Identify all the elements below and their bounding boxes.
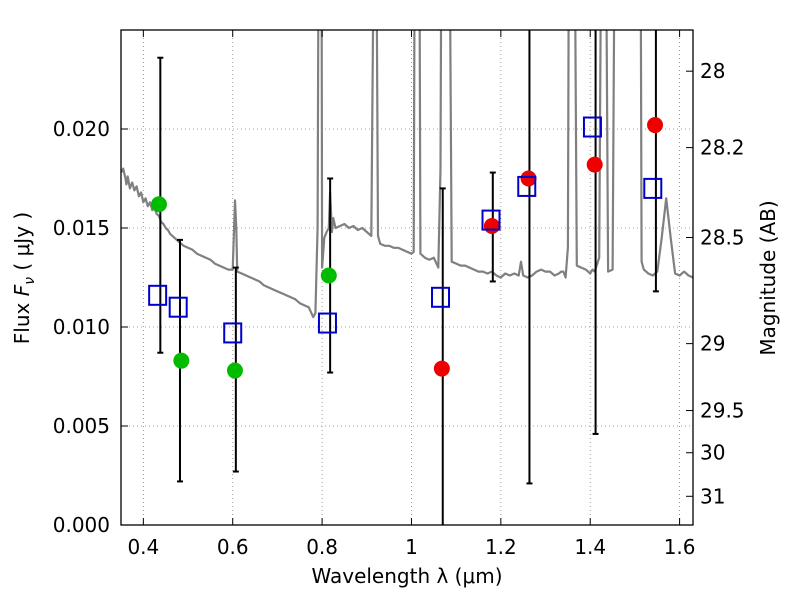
x-tick-label: 1.2 bbox=[485, 535, 517, 559]
red-data-point bbox=[586, 156, 603, 173]
model-photometry-square bbox=[582, 116, 602, 138]
x-tick-label: 0.6 bbox=[217, 535, 249, 559]
y2-tick-label: 29 bbox=[700, 332, 725, 356]
green-data-point bbox=[320, 267, 337, 284]
plot-frame bbox=[120, 29, 694, 526]
red-data-point bbox=[483, 218, 500, 235]
x-tick-label: 1.4 bbox=[574, 535, 606, 559]
y-tick-label: 0.010 bbox=[53, 315, 110, 339]
axis-ticks: 0.4 0.6 0.8 1 1.2 1.4 1.6 0.000 0.005 0.010 0.015 0… bbox=[53, 30, 745, 559]
model-photometry-square bbox=[317, 312, 337, 334]
y-axis-label: Flux Fν ( μJy ) bbox=[10, 212, 38, 344]
red-data-point bbox=[647, 117, 664, 134]
x-tick-label: 1.6 bbox=[664, 535, 696, 559]
model-photometry-square bbox=[148, 284, 168, 306]
model-spectrum-line bbox=[121, 30, 693, 319]
y2-tick-label: 28.5 bbox=[700, 226, 745, 250]
red-data-point bbox=[520, 170, 537, 187]
model-spectrum bbox=[121, 30, 693, 319]
green-data-point bbox=[150, 196, 167, 213]
y2-tick-label: 29.5 bbox=[700, 399, 745, 423]
y-axis-label-subscript: ν bbox=[22, 277, 38, 285]
model-photometry-square bbox=[481, 209, 501, 231]
model-photometry-square bbox=[223, 322, 243, 344]
y2-tick-label: 30 bbox=[700, 441, 725, 465]
x-tick-label: 0.8 bbox=[306, 535, 338, 559]
y2-axis-label: Magnitude (AB) bbox=[756, 200, 780, 355]
model-photometry-square bbox=[643, 177, 663, 199]
y-tick-label: 0.020 bbox=[53, 117, 110, 141]
model-photometry-square bbox=[517, 175, 537, 197]
y-axis-label-suffix: ( μJy ) bbox=[10, 212, 34, 277]
y-tick-label: 0.005 bbox=[53, 414, 110, 438]
y-axis-label-symbol: F bbox=[10, 284, 34, 296]
y2-tick-label: 28 bbox=[700, 59, 725, 83]
y-tick-label: 0.015 bbox=[53, 216, 110, 240]
data-points bbox=[148, 116, 664, 379]
green-data-point bbox=[226, 362, 243, 379]
model-photometry-square bbox=[431, 286, 451, 308]
model-photometry-square bbox=[168, 296, 188, 318]
y-tick-label: 0.000 bbox=[53, 513, 110, 537]
y2-tick-label: 28.2 bbox=[700, 136, 745, 160]
x-tick-label: 0.4 bbox=[127, 535, 159, 559]
y2-tick-label: 31 bbox=[700, 484, 725, 508]
green-data-point bbox=[173, 352, 190, 369]
x-axis-label: Wavelength λ (μm) bbox=[311, 564, 502, 588]
red-data-point bbox=[433, 360, 450, 377]
y-axis-label-prefix: Flux bbox=[10, 296, 34, 344]
x-tick-label: 1 bbox=[405, 535, 418, 559]
plot-background bbox=[121, 30, 693, 525]
